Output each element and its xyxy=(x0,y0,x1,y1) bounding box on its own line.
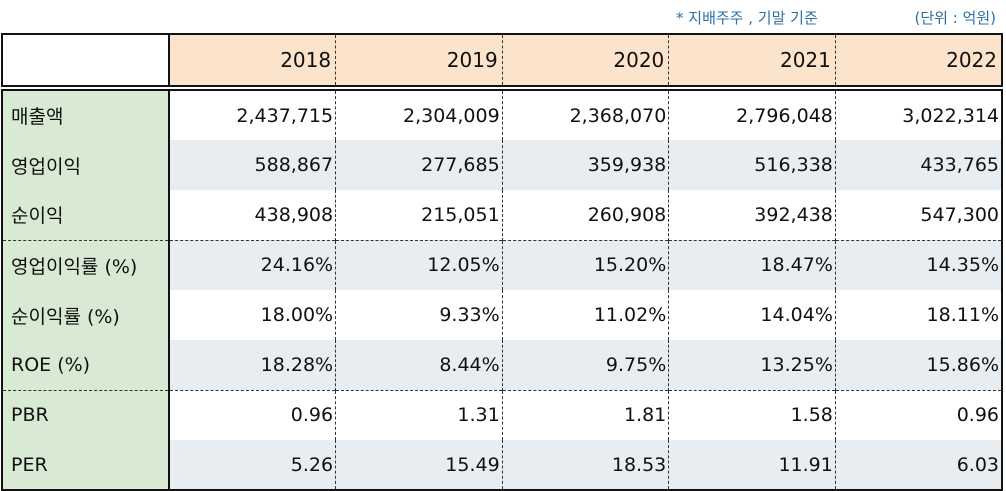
table-row-operating-profit: 영업이익 588,867 277,685 359,938 516,338 433… xyxy=(1,140,1003,190)
row-label: 순이익 xyxy=(1,190,170,240)
row-label: PBR xyxy=(1,389,170,440)
row-label: 영업이익 xyxy=(1,140,170,190)
table-cell: 18.00% xyxy=(169,290,337,340)
year-header: 2019 xyxy=(335,33,503,87)
row-label: 순이익률 (%) xyxy=(1,290,170,340)
header-row: 2018 2019 2020 2021 2022 xyxy=(1,33,1003,87)
table-cell: 15.86% xyxy=(835,340,1003,390)
table-row-operating-margin: 영업이익률 (%) 24.16% 12.05% 15.20% 18.47% 14… xyxy=(1,239,1003,290)
table-cell: 588,867 xyxy=(169,140,337,190)
table-cell: 18.53 xyxy=(502,440,670,491)
table-row-net-income: 순이익 438,908 215,051 260,908 392,438 547,… xyxy=(1,190,1003,240)
table-cell: 2,437,715 xyxy=(169,89,337,140)
table-cell: 3,022,314 xyxy=(835,89,1003,140)
table-cell: 2,368,070 xyxy=(502,89,670,140)
table-cell: 433,765 xyxy=(835,140,1003,190)
year-header: 2020 xyxy=(502,33,670,87)
table-cell: 1.31 xyxy=(335,389,503,440)
table-cell: 2,304,009 xyxy=(335,89,503,140)
table-cell: 18.47% xyxy=(668,239,836,290)
year-header: 2018 xyxy=(169,33,337,87)
table-cell: 8.44% xyxy=(335,340,503,390)
table-cell: 260,908 xyxy=(502,190,670,240)
table-cell: 2,796,048 xyxy=(668,89,836,140)
table-cell: 11.91 xyxy=(668,440,836,491)
unit-note: (단위 : 억원) xyxy=(914,9,997,27)
table-cell: 438,908 xyxy=(169,190,337,240)
table-row-per: PER 5.26 15.49 18.53 11.91 6.03 xyxy=(1,440,1003,491)
header-corner-cell xyxy=(1,33,170,87)
table-cell: 9.75% xyxy=(502,340,670,390)
year-header: 2021 xyxy=(668,33,836,87)
table-cell: 516,338 xyxy=(668,140,836,190)
table-row-revenue: 매출액 2,437,715 2,304,009 2,368,070 2,796,… xyxy=(1,89,1003,140)
table-cell: 0.96 xyxy=(169,389,337,440)
row-label: 영업이익률 (%) xyxy=(1,239,170,290)
table-cell: 1.81 xyxy=(502,389,670,440)
row-label: PER xyxy=(1,440,170,491)
table-cell: 5.26 xyxy=(169,440,337,491)
table-cell: 12.05% xyxy=(335,239,503,290)
table-cell: 9.33% xyxy=(335,290,503,340)
table-row-net-margin: 순이익률 (%) 18.00% 9.33% 11.02% 14.04% 18.1… xyxy=(1,290,1003,340)
table-cell: 1.58 xyxy=(668,389,836,440)
row-label: 매출액 xyxy=(1,89,170,140)
table-cell: 14.35% xyxy=(835,239,1003,290)
row-label: ROE (%) xyxy=(1,340,170,390)
table-cell: 6.03 xyxy=(835,440,1003,491)
table-cell: 215,051 xyxy=(335,190,503,240)
table-cell: 359,938 xyxy=(502,140,670,190)
table-cell: 13.25% xyxy=(668,340,836,390)
table-cell: 547,300 xyxy=(835,190,1003,240)
table-cell: 15.49 xyxy=(335,440,503,491)
table-cell: 11.02% xyxy=(502,290,670,340)
table-cell: 24.16% xyxy=(169,239,337,290)
table-cell: 277,685 xyxy=(335,140,503,190)
table-row-roe: ROE (%) 18.28% 8.44% 9.75% 13.25% 15.86% xyxy=(1,340,1003,390)
table-cell: 18.11% xyxy=(835,290,1003,340)
table-cell: 18.28% xyxy=(169,340,337,390)
table-cell: 14.04% xyxy=(668,290,836,340)
table-cell: 392,438 xyxy=(668,190,836,240)
year-header: 2022 xyxy=(835,33,1003,87)
table-cell: 0.96 xyxy=(835,389,1003,440)
table-row-pbr: PBR 0.96 1.31 1.81 1.58 0.96 xyxy=(1,389,1003,440)
financial-table: 2018 2019 2020 2021 2022 매출액 2,437,715 2… xyxy=(1,33,1003,491)
basis-note: * 지배주주 , 기말 기준 xyxy=(676,9,818,27)
table-cell: 15.20% xyxy=(502,239,670,290)
